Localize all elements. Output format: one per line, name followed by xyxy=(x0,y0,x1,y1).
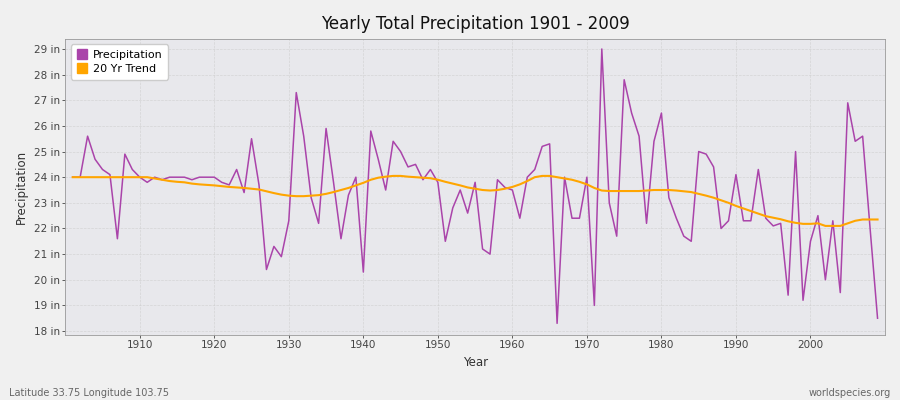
Precipitation xyxy=(611,234,622,238)
20 Yr Trend xyxy=(68,175,78,180)
20 Yr Trend xyxy=(515,182,526,187)
Precipitation xyxy=(127,167,138,172)
20 Yr Trend xyxy=(872,217,883,222)
Precipitation xyxy=(500,185,510,190)
Text: worldspecies.org: worldspecies.org xyxy=(809,388,891,398)
Title: Yearly Total Precipitation 1901 - 2009: Yearly Total Precipitation 1901 - 2009 xyxy=(320,15,629,33)
20 Yr Trend xyxy=(604,189,615,194)
Y-axis label: Precipitation: Precipitation xyxy=(15,150,28,224)
20 Yr Trend xyxy=(336,188,346,192)
Precipitation xyxy=(507,188,517,192)
20 Yr Trend xyxy=(820,224,831,228)
Precipitation xyxy=(336,236,346,241)
Line: 20 Yr Trend: 20 Yr Trend xyxy=(73,176,878,226)
X-axis label: Year: Year xyxy=(463,356,488,369)
Precipitation xyxy=(597,46,608,51)
Text: Latitude 33.75 Longitude 103.75: Latitude 33.75 Longitude 103.75 xyxy=(9,388,169,398)
Legend: Precipitation, 20 Yr Trend: Precipitation, 20 Yr Trend xyxy=(71,44,168,80)
20 Yr Trend xyxy=(388,174,399,178)
Precipitation xyxy=(872,316,883,321)
20 Yr Trend xyxy=(507,184,517,189)
20 Yr Trend xyxy=(127,175,138,180)
Precipitation xyxy=(552,321,562,326)
20 Yr Trend xyxy=(291,194,302,198)
Line: Precipitation: Precipitation xyxy=(73,49,878,323)
Precipitation xyxy=(68,175,78,180)
Precipitation xyxy=(291,90,302,95)
